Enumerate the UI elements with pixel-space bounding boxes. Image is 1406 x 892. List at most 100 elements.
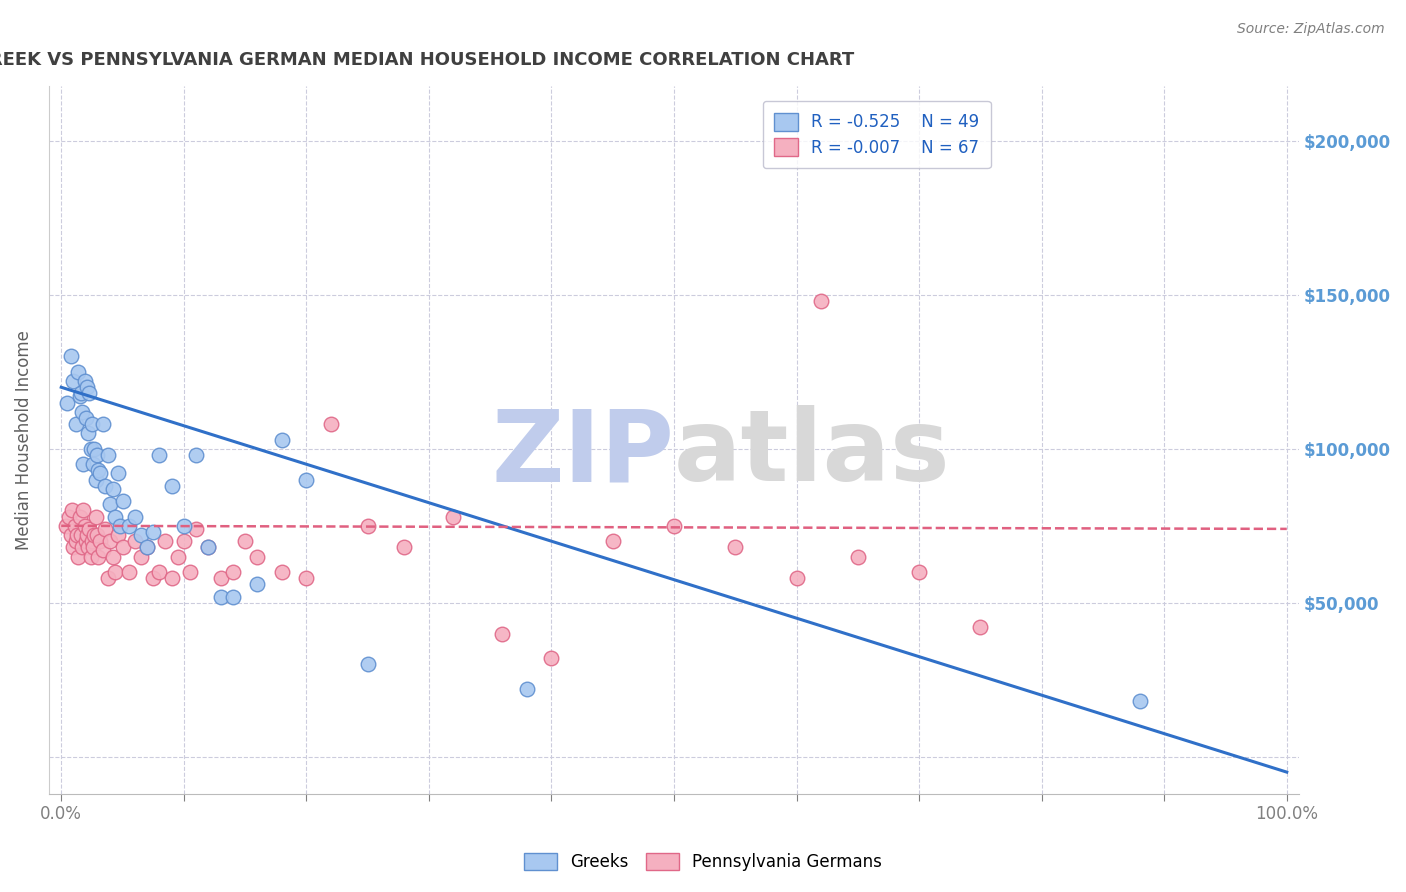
Point bbox=[602, 534, 624, 549]
Text: atlas: atlas bbox=[673, 405, 950, 502]
Point bbox=[270, 565, 292, 579]
Point bbox=[107, 528, 129, 542]
Point bbox=[91, 417, 114, 432]
Point bbox=[97, 571, 120, 585]
Point bbox=[72, 503, 94, 517]
Point bbox=[104, 509, 127, 524]
Point bbox=[77, 426, 100, 441]
Point bbox=[69, 386, 91, 401]
Point bbox=[70, 405, 93, 419]
Point bbox=[491, 626, 513, 640]
Point bbox=[295, 473, 318, 487]
Point bbox=[222, 590, 245, 604]
Point bbox=[394, 541, 416, 555]
Point bbox=[111, 541, 134, 555]
Legend: R = -0.525    N = 49, R = -0.007    N = 67: R = -0.525 N = 49, R = -0.007 N = 67 bbox=[762, 101, 991, 169]
Point bbox=[89, 534, 111, 549]
Point bbox=[246, 577, 269, 591]
Point bbox=[60, 528, 83, 542]
Point bbox=[516, 681, 538, 696]
Text: Source: ZipAtlas.com: Source: ZipAtlas.com bbox=[1237, 22, 1385, 37]
Point bbox=[84, 473, 107, 487]
Point bbox=[72, 457, 94, 471]
Point bbox=[73, 374, 96, 388]
Point bbox=[79, 442, 101, 456]
Point bbox=[209, 571, 232, 585]
Point bbox=[89, 467, 111, 481]
Point bbox=[197, 541, 219, 555]
Point bbox=[209, 590, 232, 604]
Point bbox=[66, 528, 89, 542]
Point bbox=[319, 417, 342, 432]
Point bbox=[356, 518, 378, 533]
Point bbox=[60, 350, 83, 364]
Point bbox=[76, 528, 98, 542]
Point bbox=[142, 524, 165, 539]
Point bbox=[108, 518, 131, 533]
Point bbox=[160, 479, 183, 493]
Point bbox=[69, 509, 91, 524]
Point bbox=[810, 293, 832, 308]
Point bbox=[63, 518, 86, 533]
Point bbox=[908, 565, 931, 579]
Point bbox=[166, 549, 188, 564]
Point bbox=[136, 541, 159, 555]
Point bbox=[184, 448, 207, 462]
Text: ZIP: ZIP bbox=[491, 405, 673, 502]
Point bbox=[173, 534, 195, 549]
Point bbox=[79, 386, 101, 401]
Point bbox=[69, 528, 91, 542]
Point bbox=[129, 528, 152, 542]
Point bbox=[87, 463, 110, 477]
Point bbox=[80, 417, 103, 432]
Point bbox=[70, 541, 93, 555]
Point bbox=[540, 651, 562, 665]
Point bbox=[295, 571, 318, 585]
Point bbox=[62, 541, 84, 555]
Point bbox=[98, 497, 121, 511]
Text: GREEK VS PENNSYLVANIA GERMAN MEDIAN HOUSEHOLD INCOME CORRELATION CHART: GREEK VS PENNSYLVANIA GERMAN MEDIAN HOUS… bbox=[0, 51, 855, 69]
Point bbox=[846, 549, 869, 564]
Point bbox=[173, 518, 195, 533]
Point bbox=[94, 479, 117, 493]
Point bbox=[67, 365, 90, 379]
Point bbox=[124, 534, 146, 549]
Point bbox=[69, 389, 91, 403]
Point bbox=[82, 541, 104, 555]
Point bbox=[136, 541, 159, 555]
Point bbox=[786, 571, 808, 585]
Point bbox=[86, 528, 108, 542]
Point bbox=[60, 503, 83, 517]
Point bbox=[184, 522, 207, 536]
Legend: Greeks, Pennsylvania Germans: Greeks, Pennsylvania Germans bbox=[516, 845, 890, 880]
Point bbox=[155, 534, 177, 549]
Point bbox=[270, 433, 292, 447]
Point bbox=[104, 565, 127, 579]
Point bbox=[197, 541, 219, 555]
Point bbox=[79, 522, 101, 536]
Point bbox=[87, 549, 110, 564]
Point bbox=[233, 534, 256, 549]
Point bbox=[56, 395, 79, 409]
Y-axis label: Median Household Income: Median Household Income bbox=[15, 330, 32, 549]
Point bbox=[969, 620, 991, 634]
Point bbox=[142, 571, 165, 585]
Point bbox=[80, 534, 103, 549]
Point bbox=[101, 549, 124, 564]
Point bbox=[246, 549, 269, 564]
Point bbox=[62, 374, 84, 388]
Point bbox=[356, 657, 378, 672]
Point bbox=[222, 565, 245, 579]
Point bbox=[65, 534, 87, 549]
Point bbox=[91, 543, 114, 558]
Point bbox=[86, 448, 108, 462]
Point bbox=[98, 534, 121, 549]
Point bbox=[84, 509, 107, 524]
Point bbox=[117, 518, 139, 533]
Point bbox=[73, 518, 96, 533]
Point bbox=[75, 534, 97, 549]
Point bbox=[148, 448, 170, 462]
Point bbox=[79, 549, 101, 564]
Point bbox=[129, 549, 152, 564]
Point bbox=[101, 482, 124, 496]
